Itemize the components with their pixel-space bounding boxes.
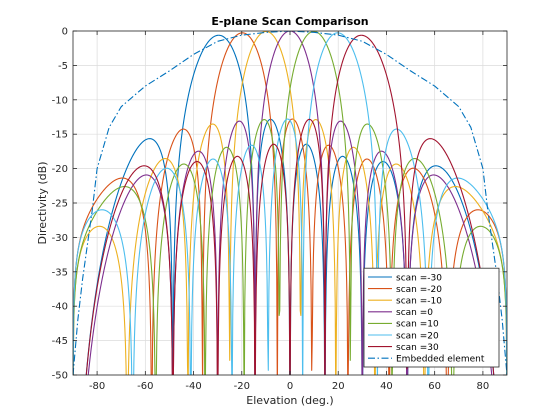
y-tick-label: -45 (52, 336, 68, 347)
y-tick-label: -10 (52, 95, 68, 106)
legend-label-3: scan =0 (396, 308, 433, 318)
series-layer (73, 31, 507, 375)
y-tick-label: 0 (62, 27, 68, 38)
legend-label-2: scan =-10 (396, 297, 442, 307)
y-tick-label: -25 (52, 199, 68, 210)
y-tick-label: -5 (58, 61, 68, 72)
x-tick-label: 40 (380, 381, 393, 392)
y-axis-label: Directivity (dB) (36, 162, 49, 245)
legend-label-0: scan =-30 (396, 273, 442, 283)
legend-label-4: scan =10 (396, 320, 439, 330)
x-tick-label: -80 (89, 381, 105, 392)
x-tick-label: 60 (428, 381, 441, 392)
y-tick-label: -50 (52, 371, 68, 382)
legend-box (363, 267, 500, 368)
x-tick-label: 0 (287, 381, 293, 392)
y-tick-label: -40 (52, 302, 68, 313)
x-tick-label: 20 (332, 381, 345, 392)
series-line-0 (85, 34, 495, 375)
x-tick-label: -20 (234, 381, 250, 392)
series-line-6 (85, 34, 495, 375)
x-tick-label: -40 (185, 381, 201, 392)
chart-title: E-plane Scan Comparison (211, 15, 368, 28)
legend-label-5: scan =20 (396, 331, 439, 341)
x-tick-label: 80 (477, 381, 490, 392)
legend-label-1: scan =-20 (396, 285, 442, 295)
y-tick-label: -30 (52, 233, 68, 244)
y-tick-label: -20 (52, 164, 68, 175)
x-axis-label: Elevation (deg.) (246, 394, 333, 407)
series-line-3 (87, 31, 493, 375)
legend-label-7: Embedded element (396, 355, 485, 365)
series-line-7 (73, 31, 507, 375)
axis-ticks: -80 -60 -40 -20 0 20 40 60 80 0 -5 -10 -15 -20 -25 -30 -… (52, 27, 507, 392)
y-tick-label: -35 (52, 267, 68, 278)
x-tick-label: -60 (137, 381, 153, 392)
series-line-4 (73, 31, 507, 375)
y-tick-label: -15 (52, 130, 68, 141)
legend-label-6: scan =30 (396, 343, 439, 353)
series-line-5 (73, 32, 507, 375)
